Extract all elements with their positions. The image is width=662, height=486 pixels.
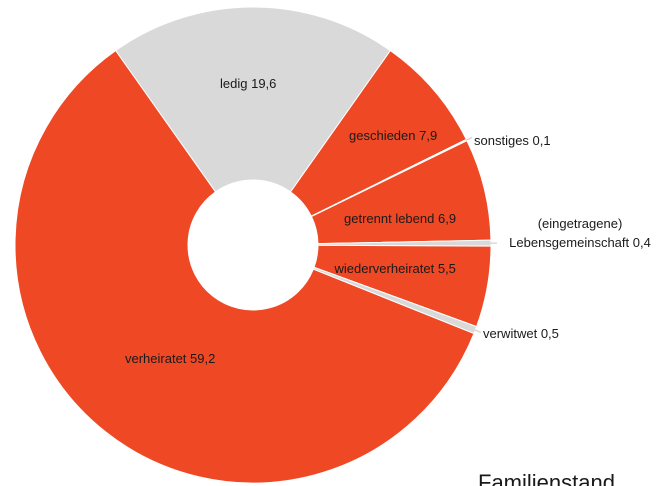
category-label: wiederverheiratet [334, 260, 435, 276]
category-label: sonstiges [474, 132, 529, 148]
leader-line [464, 136, 473, 142]
donut-slice [289, 49, 467, 217]
slice-label: getrennt lebend 6,9 [344, 209, 456, 228]
slice-label: sonstiges 0,1 [474, 131, 551, 150]
category-label: verwitwet [483, 325, 538, 341]
donut-slice [114, 6, 392, 193]
leader-line [473, 328, 482, 333]
value-label: 7,9 [419, 127, 438, 143]
category-label: (eingetragene) Lebensgemeinschaft [509, 216, 630, 250]
value-label: 0,5 [540, 325, 559, 341]
slice-label: verheiratet 59,2 [125, 349, 215, 368]
value-label: 0,1 [532, 132, 551, 148]
slice-label: ledig 19,6 [220, 74, 276, 93]
value-label: 19,6 [251, 75, 277, 91]
value-label: 59,2 [190, 350, 216, 366]
slice-label: geschieden 7,9 [349, 126, 437, 145]
value-label: 0,4 [632, 235, 651, 250]
value-label: 6,9 [437, 210, 457, 226]
value-label: 5,5 [437, 260, 456, 276]
slice-label: (eingetragene) Lebensgemeinschaft 0,4 [498, 214, 662, 252]
category-label: verheiratet [125, 350, 187, 366]
slice-label: verwitwet 0,5 [483, 324, 559, 343]
category-label: geschieden [349, 127, 416, 143]
category-label: ledig [220, 75, 248, 91]
slice-label: wiederverheiratet 5,5 [335, 259, 456, 278]
chart-title: Familienstand [478, 470, 615, 486]
category-label: getrennt lebend [344, 210, 435, 226]
donut-slice [14, 49, 475, 484]
